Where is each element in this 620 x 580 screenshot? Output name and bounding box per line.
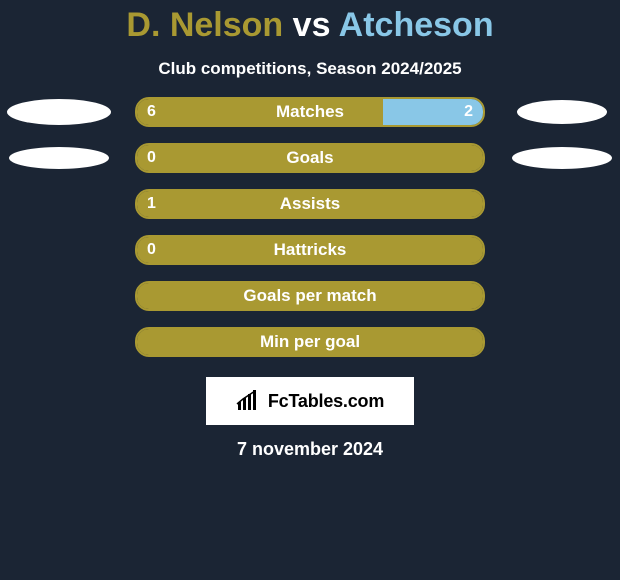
left-value: 0 bbox=[147, 237, 156, 263]
left-value: 0 bbox=[147, 145, 156, 171]
left-side-cell bbox=[0, 99, 117, 125]
stat-bar: Goals0 bbox=[135, 143, 485, 173]
right-oval bbox=[512, 147, 612, 169]
right-oval bbox=[517, 100, 607, 124]
subtitle: Club competitions, Season 2024/2025 bbox=[0, 59, 620, 79]
right-side-cell bbox=[503, 100, 620, 124]
left-oval bbox=[7, 99, 111, 125]
stat-bar: Goals per match bbox=[135, 281, 485, 311]
stat-label: Matches bbox=[137, 99, 483, 125]
left-value: 1 bbox=[147, 191, 156, 217]
comparison-container: D. Nelson vs Atcheson Club competitions,… bbox=[0, 0, 620, 460]
stats-rows: Matches62Goals0Assists1Hattricks0Goals p… bbox=[0, 97, 620, 357]
stat-bar: Min per goal bbox=[135, 327, 485, 357]
left-side-cell bbox=[0, 147, 117, 169]
stat-label: Goals per match bbox=[137, 283, 483, 309]
logo-text: FcTables.com bbox=[268, 391, 384, 412]
vs-text: vs bbox=[293, 6, 331, 44]
date-text: 7 november 2024 bbox=[0, 439, 620, 460]
logo-box: FcTables.com bbox=[206, 377, 414, 425]
left-value: 6 bbox=[147, 99, 156, 125]
stat-row: Assists1 bbox=[0, 189, 620, 219]
stat-row: Hattricks0 bbox=[0, 235, 620, 265]
page-title: D. Nelson vs Atcheson bbox=[0, 6, 620, 45]
stat-row: Goals0 bbox=[0, 143, 620, 173]
stat-label: Hattricks bbox=[137, 237, 483, 263]
stat-label: Goals bbox=[137, 145, 483, 171]
left-oval bbox=[9, 147, 109, 169]
right-side-cell bbox=[503, 147, 620, 169]
stat-row: Goals per match bbox=[0, 281, 620, 311]
bar-chart-icon bbox=[236, 390, 262, 412]
stat-label: Min per goal bbox=[137, 329, 483, 355]
stat-row: Min per goal bbox=[0, 327, 620, 357]
player2-name: Atcheson bbox=[339, 6, 494, 44]
stat-bar: Matches6 2 bbox=[135, 97, 485, 127]
stat-row: Matches6 2 bbox=[0, 97, 620, 127]
stat-bar: Assists1 bbox=[135, 189, 485, 219]
stat-bar: Hattricks0 bbox=[135, 235, 485, 265]
player1-name: D. Nelson bbox=[126, 6, 283, 44]
stat-label: Assists bbox=[137, 191, 483, 217]
right-value: 2 bbox=[464, 99, 473, 125]
